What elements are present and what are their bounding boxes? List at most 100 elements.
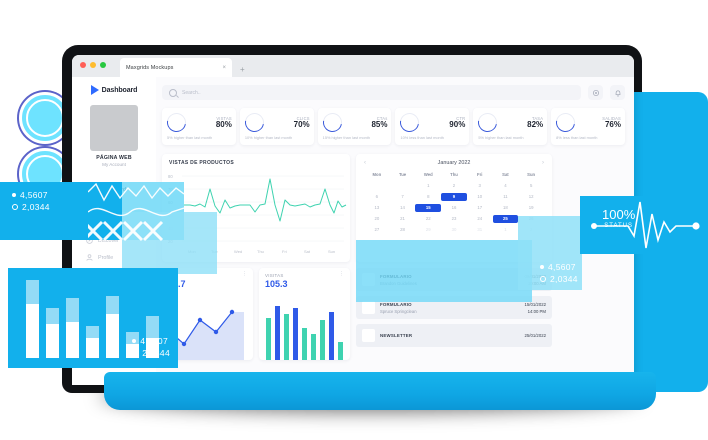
calendar-day[interactable]: 1 [504, 227, 507, 233]
calendar-day[interactable]: 5 [529, 183, 533, 189]
calendar-day[interactable] [390, 182, 416, 190]
maximize-window-icon[interactable] [100, 62, 106, 68]
calendar-day[interactable]: 7 [401, 194, 404, 200]
search-placeholder: Search.. [182, 89, 201, 96]
calendar-day[interactable]: 3 [478, 183, 481, 189]
svg-text:Sun: Sun [328, 249, 335, 254]
sidebar: Dashboard PÁGINA WEB My Account Dashboar… [72, 77, 156, 385]
mini-card-value: 19.7 [168, 279, 186, 290]
calendar-day[interactable]: 22 [425, 216, 431, 222]
calendar-day-selected[interactable]: 9 [441, 193, 467, 202]
kpi-card[interactable]: VISTAS 80% 5% higher than last month [162, 108, 236, 146]
browser-tab[interactable]: Maxgrids Mockups × [120, 58, 232, 77]
calendar-day-selected[interactable]: 15 [415, 204, 442, 213]
calendar-day-selected[interactable]: 25 [492, 215, 519, 224]
calendar-day[interactable]: 31 [477, 227, 483, 233]
item-date: 15/01/2022 [524, 302, 546, 308]
legend-dot-outline-icon [12, 204, 18, 210]
calendar-day[interactable]: 24 [477, 216, 483, 222]
sidebar-item-discover[interactable]: Discover [72, 232, 156, 249]
kpi-card[interactable]: CTAs 85% 15% higher than last month [317, 108, 392, 146]
prev-month-button[interactable]: ‹ [364, 160, 366, 167]
kpi-value: 70% [293, 119, 310, 129]
calendar-day[interactable]: 1 [427, 183, 430, 189]
calendar-day[interactable]: 20 [374, 216, 380, 222]
kpi-value: 82% [527, 119, 544, 129]
calendar-day[interactable]: 26 [528, 216, 534, 222]
calendar-day[interactable]: 19 [528, 205, 534, 211]
sidebar-item-dashboard[interactable]: Dashboard [72, 181, 156, 198]
calendar-day[interactable]: 18 [503, 205, 508, 211]
list-item[interactable]: NEWSLETTER 25/01/2022 [356, 324, 552, 348]
sidebar-nav: Dashboard Statistics Messages [72, 181, 156, 283]
bar-chart [266, 306, 343, 361]
settings-button[interactable] [588, 85, 603, 100]
profile-subtitle: My Account [102, 162, 126, 167]
progress-donut-icon [552, 109, 579, 136]
kpi-card[interactable]: TASA 82% 5% higher than last month [473, 108, 548, 146]
legend-dot-icon [12, 193, 16, 197]
mini-card-value: 105.3 [265, 279, 288, 290]
calendar-grid: Mon Tue Wed Thu Fri Sat Sun 1 2 3 [364, 172, 544, 234]
calendar-day[interactable]: 13 [374, 205, 380, 211]
calendar-day[interactable]: 29 [425, 227, 431, 233]
calendar-day[interactable]: 17 [477, 205, 483, 211]
kpi-value: 85% [371, 119, 388, 129]
close-tab-icon[interactable]: × [222, 64, 226, 71]
stat-value-b: 2,0344 [22, 202, 50, 212]
calendar-day[interactable]: 2 [529, 227, 533, 233]
kpi-card[interactable]: CLICS 70% 10% higher than last month [239, 108, 314, 146]
calendar-day[interactable]: 8 [427, 194, 430, 200]
calendar-day[interactable]: 2 [452, 183, 456, 189]
calendar-day[interactable]: 27 [374, 227, 380, 233]
list-item[interactable]: FORMULARIO Brandon Guidelines 09/01/2022… [356, 268, 552, 292]
sidebar-item-label: Profile [98, 254, 114, 261]
item-date: 09/01/2022 [524, 274, 546, 280]
kpi-label: TASA [531, 115, 544, 121]
visitas-mini-card[interactable]: VISITAS ⋮ 105.3 [259, 268, 350, 361]
calendar-dow: Fri [477, 172, 483, 178]
kpi-label: CTAs [376, 115, 388, 121]
notifications-button[interactable] [610, 85, 625, 100]
svg-text:Fri: Fri [282, 249, 287, 254]
kpi-label: SALIDAS [602, 115, 621, 121]
calendar-day[interactable]: 11 [503, 194, 508, 200]
search-icon [169, 88, 177, 97]
more-options-icon[interactable]: ⋮ [242, 271, 247, 278]
new-tab-icon[interactable]: + [240, 65, 245, 74]
next-month-button[interactable]: › [541, 160, 544, 167]
envelope-icon [85, 220, 94, 227]
item-title: FORMULARIO [380, 274, 412, 280]
calendar-day[interactable]: 21 [400, 216, 405, 222]
kpi-value: 76% [604, 119, 621, 129]
more-options-icon[interactable]: ⋮ [339, 271, 344, 278]
calendar-day[interactable]: 14 [400, 205, 405, 211]
calendar-day[interactable]: 6 [375, 194, 379, 200]
sidebar-item-statistics[interactable]: Statistics [72, 198, 156, 215]
sidebar-item-profile[interactable]: Profile [72, 249, 156, 266]
search-input[interactable]: Search.. [162, 85, 581, 100]
kpi-note: 10% higher than last month [244, 135, 293, 140]
kpis-mini-card[interactable]: KPIs ⋮ 19.7 [162, 268, 253, 361]
sidebar-item-messages[interactable]: Messages [72, 215, 156, 232]
calendar-day[interactable] [364, 182, 390, 190]
avatar [90, 105, 138, 151]
sidebar-item-settings[interactable]: Settings [72, 266, 156, 283]
calendar-day[interactable]: 10 [477, 194, 483, 200]
kpi-card[interactable]: SALIDAS 76% 8% less than last month [551, 108, 625, 146]
kpi-card[interactable]: CTR 90% 10% less than last month [395, 108, 470, 146]
calendar-day[interactable]: 28 [400, 227, 405, 233]
minimize-window-icon[interactable] [90, 62, 96, 68]
close-window-icon[interactable] [80, 62, 86, 68]
calendar-day[interactable]: 12 [528, 194, 534, 200]
calendar-day[interactable]: 30 [451, 227, 457, 233]
calendar-day[interactable]: 16 [451, 205, 457, 211]
calendar-day[interactable]: 4 [504, 183, 507, 189]
kpi-value: 90% [449, 119, 466, 129]
window-controls[interactable] [80, 62, 106, 68]
device-base [104, 372, 656, 410]
calendar-day[interactable]: 23 [451, 216, 457, 222]
list-item[interactable]: FORMULARIO Spruce Springclean 15/01/2022… [356, 296, 552, 320]
svg-text:Tue: Tue [211, 249, 219, 254]
